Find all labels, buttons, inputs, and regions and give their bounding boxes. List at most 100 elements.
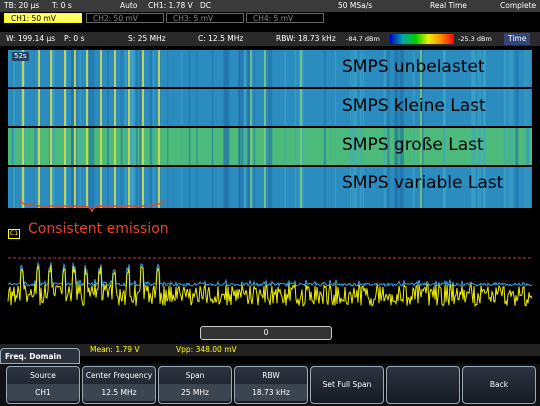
spectrum-trace-max — [7, 261, 533, 288]
menu-title: Freq. Domain — [0, 348, 80, 364]
spectrogram-line — [130, 50, 133, 208]
key-value: 18.73 kHz — [235, 384, 307, 401]
trace-label: SMPS unbelastet — [342, 57, 485, 77]
spectrogram-line — [483, 50, 486, 208]
spectrogram-line — [472, 50, 476, 208]
spectrogram-line — [253, 50, 256, 208]
spectrogram-line — [142, 50, 144, 208]
trigger-level: CH1: 1.78 V — [148, 1, 193, 10]
spectrogram-line — [124, 50, 127, 208]
softkey[interactable]: Source CH1 — [6, 366, 80, 404]
spectrogram-line — [20, 50, 23, 208]
spectrogram-line — [298, 50, 302, 208]
measurement: Vpp: 348.00 mV — [176, 345, 237, 354]
spectrogram-line — [71, 50, 74, 208]
coupling: DC — [200, 1, 212, 10]
status-bar — [0, 0, 540, 12]
spectrogram-line — [100, 50, 102, 208]
spectrogram-line — [226, 50, 230, 208]
spectrogram-line — [266, 50, 268, 208]
brace — [19, 199, 165, 213]
spectrogram-line — [527, 50, 530, 208]
spectrogram-line — [64, 50, 66, 208]
channel-button[interactable]: CH1: 50 mV — [4, 13, 82, 23]
spectrogram-line — [354, 50, 357, 208]
marker: C1 — [8, 229, 21, 239]
softkey[interactable]: Set Full Span — [310, 366, 384, 404]
spectrogram-line — [412, 50, 415, 208]
spectrogram-line — [294, 50, 297, 208]
key-value: 12.5 MHz — [83, 384, 155, 401]
spectrogram-line — [471, 50, 474, 208]
key-label: Set Full Span — [322, 380, 372, 389]
key-label: Source — [30, 371, 56, 380]
scale-max: -25.3 dBm — [458, 35, 492, 43]
spectrogram-line — [503, 50, 507, 208]
key-label: Center Frequency — [85, 371, 153, 380]
spectrogram-line — [387, 50, 390, 208]
time-button[interactable]: Time — [504, 33, 531, 45]
spectrogram-line — [396, 50, 399, 208]
softkey[interactable]: Center Frequency 12.5 MHz — [82, 366, 156, 404]
spectrogram-line — [188, 50, 191, 208]
spectrogram-line — [524, 50, 527, 208]
spectrogram-line — [149, 50, 153, 208]
span: S: 25 MHz — [128, 34, 166, 43]
spectrogram-line — [211, 50, 214, 208]
spectrogram-line — [394, 50, 396, 208]
spectrogram-line — [139, 50, 142, 208]
spectrogram-line — [22, 50, 24, 208]
channel-button[interactable]: CH4: 5 mV — [246, 13, 324, 23]
spectrogram-line — [35, 50, 37, 208]
spectrogram-line — [284, 50, 287, 208]
spectrogram-line — [128, 50, 130, 208]
sample-rate: 50 MSa/s — [338, 1, 373, 10]
spectrogram-line — [352, 50, 354, 208]
softkey[interactable]: Span 25 MHz — [158, 366, 232, 404]
spectrogram-line — [38, 50, 40, 208]
time-label: 52s — [12, 52, 29, 61]
measure-bar — [0, 344, 540, 356]
key-value: CH1 — [7, 384, 79, 401]
trigger-time: T: 0 s — [52, 1, 72, 10]
spectrogram-line — [477, 50, 480, 208]
acq-state: Complete — [500, 1, 537, 10]
spectrogram-line — [107, 50, 109, 208]
softkey[interactable] — [386, 366, 460, 404]
spectrogram-line — [132, 50, 135, 208]
spectrogram-line — [401, 50, 404, 208]
spectrogram-line — [479, 50, 481, 208]
spectrogram-line — [196, 50, 198, 208]
spectrogram-line — [23, 50, 26, 208]
spectrogram-line — [152, 50, 155, 208]
spectrogram-line — [238, 50, 240, 208]
spectrogram-line — [65, 50, 68, 208]
spectrogram-line — [50, 50, 52, 208]
spectrogram-line — [323, 50, 326, 208]
spectrogram-line — [510, 50, 513, 208]
spectrogram-line — [244, 50, 247, 208]
spectrogram-line — [443, 50, 446, 208]
spectrogram-line — [79, 50, 81, 208]
spectrogram-line — [350, 50, 352, 208]
spectrogram-line — [383, 50, 386, 208]
center: C: 12.5 MHz — [198, 34, 244, 43]
spectrogram-line — [443, 50, 445, 208]
spectrogram-line — [74, 50, 76, 208]
trigger-mode: Auto — [120, 1, 138, 10]
channel-button[interactable]: CH2: 50 mV — [86, 13, 164, 23]
spectrogram-line — [264, 50, 266, 208]
softkey[interactable]: RBW 18.73 kHz — [234, 366, 308, 404]
spectrogram-line — [167, 50, 169, 208]
scale-min: -84.7 dBm — [346, 35, 380, 43]
softkey[interactable]: Back — [462, 366, 536, 404]
color-scale — [390, 34, 454, 44]
spectrogram-line — [240, 50, 244, 208]
trace-label: SMPS kleine Last — [342, 96, 486, 116]
trace-label: SMPS variable Last — [342, 173, 504, 193]
spectrogram-line — [88, 50, 92, 208]
channel-button[interactable]: CH3: 5 mV — [166, 13, 244, 23]
scrollbar[interactable]: 0 — [200, 326, 332, 340]
spectrogram-line — [224, 50, 227, 208]
spectrogram-line — [114, 50, 116, 208]
